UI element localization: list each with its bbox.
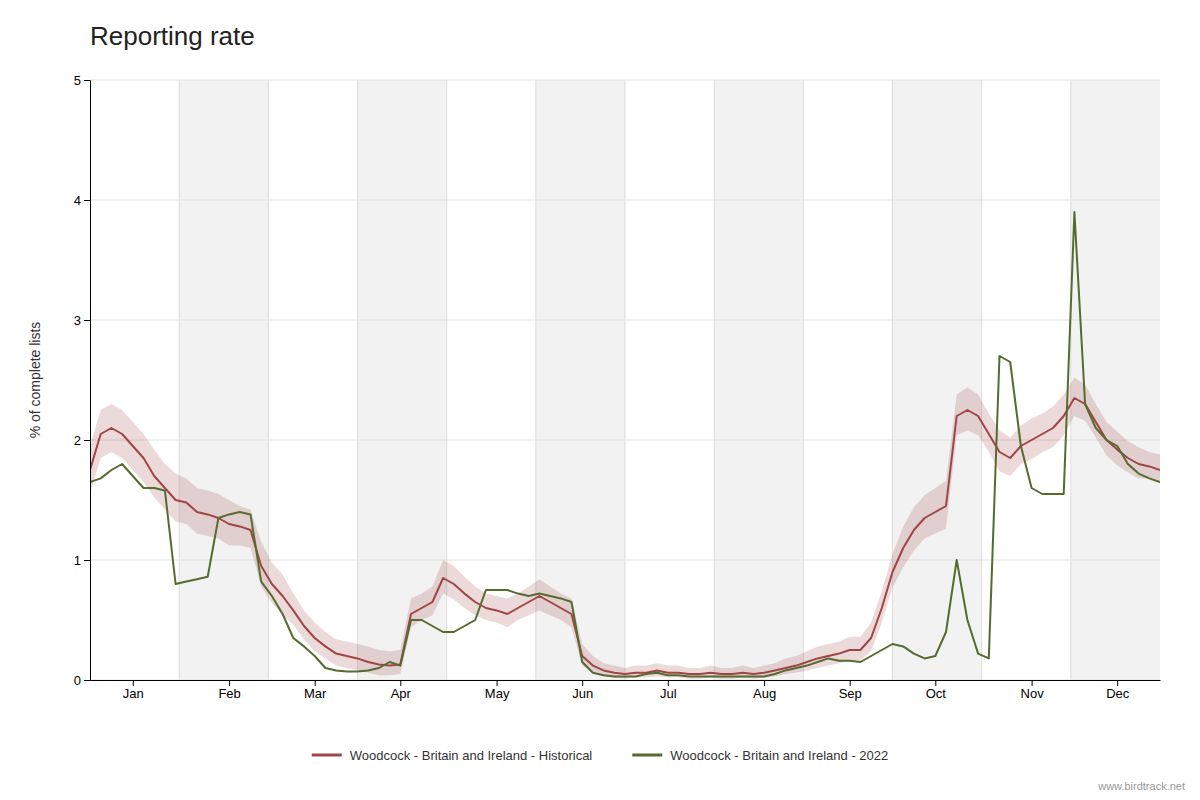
y-axis-title: % of complete lists <box>27 322 43 439</box>
month-band <box>893 80 982 680</box>
x-tick-label: Jun <box>572 686 593 701</box>
y-tick-label: 3 <box>74 313 81 328</box>
grid-line <box>90 80 1160 81</box>
title: Reporting rate <box>90 21 255 51</box>
series-line <box>90 398 1160 674</box>
plot: 0 1 2 3 4 5 Jan Feb Mar Apr May Jun Jul Aug Sep Oct Nov D… <box>74 73 1161 702</box>
x-tick-label: May <box>485 686 510 701</box>
grid-line <box>90 320 1160 321</box>
legend: Woodcock - Britain and Ireland - Histori… <box>312 748 889 763</box>
x-tick-label: Jul <box>660 686 677 701</box>
x-tick-mark <box>1032 680 1033 686</box>
x-tick-label: Aug <box>753 686 776 701</box>
month-divider <box>357 80 358 680</box>
y-tick: 2 <box>74 433 90 448</box>
x-tick-mark <box>582 680 583 686</box>
y-tick-mark <box>84 560 90 561</box>
x-tick-label: Jan <box>123 686 144 701</box>
series-line <box>90 212 1160 676</box>
x-tick-mark <box>133 680 134 686</box>
x-tick: Sep <box>839 680 862 701</box>
x-axis: Jan Feb Mar Apr May Jun Jul Aug Sep Oct Nov Dec <box>91 680 1161 701</box>
x-tick: Feb <box>218 680 240 701</box>
y-tick-label: 4 <box>74 193 81 208</box>
month-band <box>714 80 803 680</box>
month-divider <box>803 80 804 680</box>
month-divider <box>1070 80 1071 680</box>
x-tick: Nov <box>1021 680 1045 701</box>
y-axis-domain <box>84 81 91 681</box>
month-divider <box>625 80 626 680</box>
y-tick-mark <box>84 80 90 81</box>
y-tick-label: 1 <box>74 553 81 568</box>
y-axis: 0 1 2 3 4 5 <box>74 73 91 688</box>
y-tick: 3 <box>74 313 90 328</box>
x-tick: Oct <box>926 680 947 701</box>
y-grid <box>90 80 1160 680</box>
x-tick-mark <box>850 680 851 686</box>
data-layer <box>90 212 1160 679</box>
legend-item: Woodcock - Britain and Ireland - 2022 <box>632 748 888 763</box>
grid-line <box>90 560 1160 561</box>
x-tick-label: Nov <box>1021 686 1045 701</box>
y-tick: 5 <box>74 73 90 88</box>
x-tick-mark <box>1117 680 1118 686</box>
legend-item: Woodcock - Britain and Ireland - Histori… <box>312 748 593 763</box>
x-tick-mark <box>668 680 669 686</box>
month-divider <box>892 80 893 680</box>
x-tick: Jul <box>660 680 677 701</box>
y-tick: 0 <box>74 673 90 688</box>
x-tick-mark <box>935 680 936 686</box>
legend-swatch <box>312 754 342 757</box>
y-tick-mark <box>84 680 90 681</box>
y-tick-label: 0 <box>74 673 81 688</box>
y-tick-mark <box>84 200 90 201</box>
y-tick-mark <box>84 440 90 441</box>
x-tick: Jan <box>123 680 144 701</box>
y-tick-label: 2 <box>74 433 81 448</box>
month-divider <box>714 80 715 680</box>
x-axis-domain <box>91 680 1161 681</box>
month-divider <box>981 80 982 680</box>
month-divider <box>179 80 180 680</box>
x-tick: Dec <box>1106 680 1130 701</box>
x-tick: May <box>485 680 510 701</box>
x-tick: Jun <box>572 680 593 701</box>
grid-line <box>90 680 1160 681</box>
x-tick-mark <box>400 680 401 686</box>
legend-swatch <box>632 754 662 757</box>
y-tick-label: 5 <box>74 73 81 88</box>
x-tick: Apr <box>391 680 412 701</box>
x-tick: Mar <box>304 680 327 701</box>
x-tick-mark <box>764 680 765 686</box>
x-tick-mark <box>315 680 316 686</box>
annotation: www.birdtrack.net <box>1097 780 1185 792</box>
x-tick-label: Apr <box>391 686 412 701</box>
x-tick-label: Feb <box>218 686 240 701</box>
chart: 0 1 2 3 4 5 Jan Feb Mar Apr May Jun Jul Aug Sep Oct Nov D… <box>0 0 1200 800</box>
x-tick-label: Oct <box>926 686 947 701</box>
grid-line <box>90 200 1160 201</box>
x-tick-label: Mar <box>304 686 327 701</box>
x-tick-mark <box>229 680 230 686</box>
legend-label: Woodcock - Britain and Ireland - 2022 <box>670 748 888 763</box>
month-band <box>179 80 268 680</box>
x-tick-label: Sep <box>839 686 862 701</box>
legend-label: Woodcock - Britain and Ireland - Histori… <box>350 748 593 763</box>
confidence-band <box>90 378 1160 679</box>
x-tick-label: Dec <box>1106 686 1130 701</box>
y-tick: 1 <box>74 553 90 568</box>
y-tick-mark <box>84 320 90 321</box>
x-tick-mark <box>497 680 498 686</box>
x-tick: Aug <box>753 680 776 701</box>
y-tick: 4 <box>74 193 90 208</box>
